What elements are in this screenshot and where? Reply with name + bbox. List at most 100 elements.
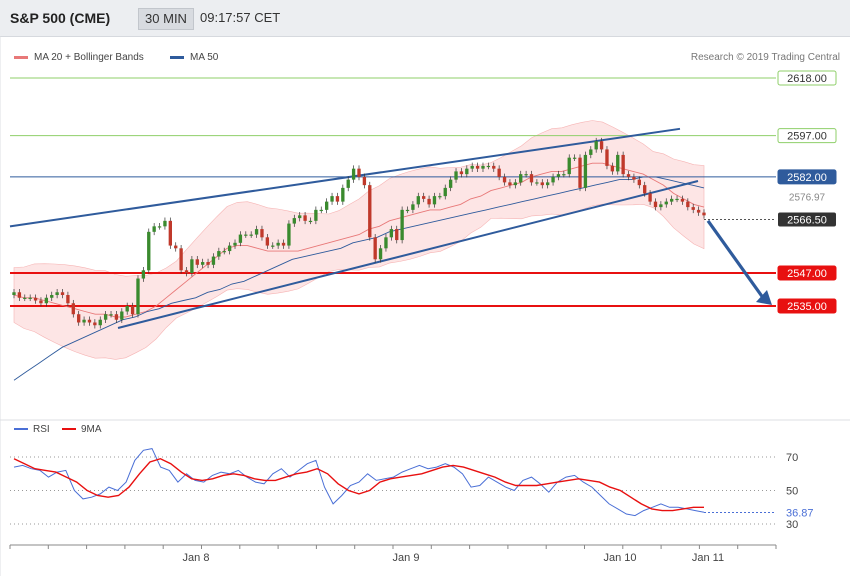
candle-body-99 xyxy=(546,182,550,186)
candle-body-3 xyxy=(28,297,32,299)
candle-body-61 xyxy=(341,187,345,202)
channel-upper-line xyxy=(9,127,681,228)
ma20-legend-label: MA 20 + Bollinger Bands xyxy=(34,52,144,63)
candle-body-67 xyxy=(373,237,377,260)
candle-body-11 xyxy=(71,303,75,315)
candle-body-126 xyxy=(691,207,695,210)
candle-body-101 xyxy=(556,174,561,177)
candle-body-34 xyxy=(195,259,199,265)
forecast-arrow-head-icon xyxy=(756,290,772,305)
legend-ma50: MA 50 xyxy=(170,52,218,63)
candle-body-38 xyxy=(217,251,221,257)
candle-body-1 xyxy=(17,292,22,298)
candle-body-52 xyxy=(292,218,296,224)
candle-body-32 xyxy=(184,270,189,274)
level-label-box-1 xyxy=(777,128,837,144)
candles xyxy=(12,137,706,329)
ma50-line xyxy=(13,176,705,381)
candle-body-19 xyxy=(114,314,119,320)
level-label-box-3 xyxy=(777,265,837,281)
ma20-line xyxy=(13,162,705,318)
candle-body-94 xyxy=(519,174,523,183)
candle-body-40 xyxy=(227,245,232,252)
candle-body-103 xyxy=(567,157,571,175)
candle-body-80 xyxy=(443,187,447,197)
ma9-legend-label: 9MA xyxy=(81,424,102,435)
candle-body-24 xyxy=(141,270,146,279)
candle-body-39 xyxy=(222,251,226,253)
candle-body-72 xyxy=(400,209,404,241)
candle-body-36 xyxy=(206,262,210,265)
last-price-box xyxy=(778,212,836,227)
candle-body-79 xyxy=(438,196,442,198)
candle-body-10 xyxy=(66,295,70,304)
candle-body-28 xyxy=(163,220,167,227)
candle-body-102 xyxy=(562,174,566,176)
candle-body-5 xyxy=(39,300,43,304)
candle-body-47 xyxy=(265,237,270,246)
rsi-legend-label: RSI xyxy=(33,424,50,435)
candle-body-114 xyxy=(626,174,631,177)
last-price-label: 2566.50 xyxy=(787,214,827,226)
candle-body-26 xyxy=(152,226,156,232)
chart-header: S&P 500 (CME) 30 MIN 09:17:57 CET xyxy=(0,0,850,37)
rsi-current-label: 36.87 xyxy=(786,507,814,519)
candle-body-35 xyxy=(201,262,205,265)
x-tick-label-2: Jan 10 xyxy=(603,552,636,564)
candle-body-109 xyxy=(599,141,604,150)
candle-body-13 xyxy=(82,319,86,323)
candle-body-14 xyxy=(87,319,92,323)
timeframe-button[interactable]: 30 MIN xyxy=(138,8,194,30)
candle-body-50 xyxy=(281,242,286,246)
candle-body-30 xyxy=(174,245,178,249)
candle-body-69 xyxy=(384,237,388,249)
level-label-0: 2618.00 xyxy=(787,73,827,85)
candle-body-96 xyxy=(529,174,534,183)
candle-body-115 xyxy=(632,176,636,180)
level-label-1: 2597.00 xyxy=(787,131,827,143)
candle-body-110 xyxy=(605,149,609,166)
rsi-tick-50: 50 xyxy=(786,486,798,498)
candle-body-70 xyxy=(389,229,394,238)
candle-body-107 xyxy=(589,149,593,155)
candle-body-86 xyxy=(475,165,480,169)
candle-body-58 xyxy=(324,201,329,210)
candle-body-128 xyxy=(702,212,706,216)
candle-body-77 xyxy=(427,198,431,205)
candle-body-31 xyxy=(179,248,183,271)
candle-body-98 xyxy=(540,182,544,186)
candle-body-49 xyxy=(276,242,280,246)
candle-body-119 xyxy=(653,201,658,208)
bollinger-band xyxy=(13,120,705,360)
candle-body-78 xyxy=(432,196,437,205)
candle-body-88 xyxy=(486,165,491,168)
legend-ma20: MA 20 + Bollinger Bands xyxy=(14,52,144,63)
candle-body-92 xyxy=(508,182,512,186)
candle-body-55 xyxy=(308,220,313,223)
candle-body-105 xyxy=(578,157,582,188)
candle-body-112 xyxy=(616,154,620,172)
candle-body-22 xyxy=(130,306,135,315)
candle-body-27 xyxy=(157,226,162,228)
rsi-tick-30: 30 xyxy=(786,519,798,531)
candle-body-4 xyxy=(33,297,38,301)
candle-body-56 xyxy=(314,209,318,221)
candle-body-108 xyxy=(594,141,598,150)
candle-body-122 xyxy=(669,198,674,202)
candle-body-116 xyxy=(637,179,641,186)
candle-body-45 xyxy=(254,229,259,235)
level-label-4: 2535.00 xyxy=(787,301,827,313)
forecast-arrow-shaft xyxy=(706,219,767,302)
candle-body-68 xyxy=(378,248,383,260)
candle-body-93 xyxy=(513,182,517,186)
candle-body-124 xyxy=(680,198,685,202)
candle-body-54 xyxy=(303,215,307,221)
candle-body-127 xyxy=(696,209,701,213)
x-tick-label-0: Jan 8 xyxy=(183,552,210,564)
rsi-series-0 xyxy=(13,448,705,517)
rsi-series-1 xyxy=(13,457,704,512)
candle-body-65 xyxy=(362,176,367,186)
candle-body-48 xyxy=(271,245,275,247)
candle-body-43 xyxy=(244,234,248,236)
